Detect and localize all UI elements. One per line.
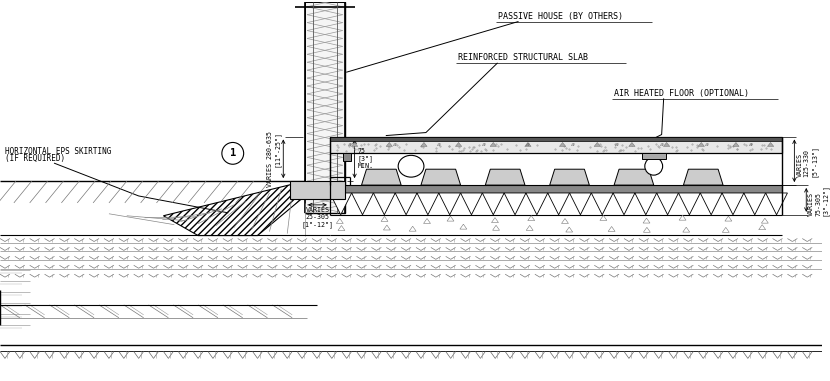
Polygon shape [629,142,635,146]
Polygon shape [164,181,305,235]
Polygon shape [635,193,657,215]
Text: a: a [526,142,530,147]
Polygon shape [362,169,401,185]
Polygon shape [768,142,774,146]
Polygon shape [613,193,635,215]
Bar [330,185,783,193]
Text: 75
[3"]
MIN.: 75 [3"] MIN. [358,149,374,169]
Circle shape [222,142,244,164]
Text: a: a [705,142,708,147]
Polygon shape [460,224,466,229]
Polygon shape [765,193,788,215]
Polygon shape [421,169,461,185]
Polygon shape [725,216,732,221]
Text: REINFORCED STRUCTURAL SLAB: REINFORCED STRUCTURAL SLAB [457,53,588,62]
Polygon shape [643,227,651,232]
Polygon shape [456,142,461,146]
Polygon shape [447,216,454,221]
Polygon shape [351,142,358,146]
Polygon shape [525,142,531,146]
Bar [306,3,344,212]
Text: a: a [481,142,486,147]
Bar [305,2,344,213]
Ellipse shape [398,155,424,177]
Polygon shape [733,142,739,146]
Bar [330,136,783,141]
Polygon shape [526,226,533,231]
Polygon shape [548,193,569,215]
Polygon shape [549,169,589,185]
Polygon shape [491,218,499,223]
Text: VARIES
75-305
[3"-12"]: VARIES 75-305 [3"-12"] [808,184,829,216]
Text: a: a [749,142,753,147]
Polygon shape [409,226,416,231]
Text: AIR HEATED FLOOR (OPTIONAL): AIR HEATED FLOOR (OPTIONAL) [614,89,749,98]
Polygon shape [562,219,569,224]
Polygon shape [526,193,548,215]
Polygon shape [591,193,613,215]
Polygon shape [395,193,417,215]
Polygon shape [486,169,525,185]
Text: HORIZONTAL EPS SKIRTING: HORIZONTAL EPS SKIRTING [5,147,111,156]
Polygon shape [678,193,701,215]
Polygon shape [383,225,390,230]
Polygon shape [761,218,769,223]
Polygon shape [374,193,395,215]
Bar [343,154,350,161]
Polygon shape [698,142,705,146]
Polygon shape [504,193,526,215]
Text: PASSIVE HOUSE (BY OTHERS): PASSIVE HOUSE (BY OTHERS) [498,12,623,21]
Text: a: a [615,142,619,147]
Polygon shape [759,225,765,230]
Polygon shape [657,193,678,215]
Polygon shape [701,193,722,215]
Polygon shape [614,169,654,185]
Polygon shape [722,193,744,215]
Polygon shape [381,216,388,221]
Text: a: a [570,142,574,147]
Bar [642,154,666,159]
Text: VARIES
25-305
[1"-12"]: VARIES 25-305 [1"-12"] [301,207,334,227]
Ellipse shape [645,157,662,175]
Polygon shape [338,226,345,231]
Polygon shape [528,216,535,221]
Polygon shape [569,193,591,215]
Polygon shape [683,227,690,232]
Text: VARIES 280-635
[11"-25"]: VARIES 280-635 [11"-25"] [266,131,281,187]
Polygon shape [559,142,566,146]
Polygon shape [643,218,650,223]
Text: a: a [348,142,352,147]
Polygon shape [461,193,482,215]
Polygon shape [683,169,723,185]
Polygon shape [482,193,504,215]
Text: VARIES
125-330
[5"-13"]: VARIES 125-330 [5"-13"] [796,145,817,177]
Polygon shape [439,193,461,215]
Polygon shape [663,142,670,146]
Polygon shape [386,142,393,146]
Text: a: a [660,142,663,147]
Text: 1: 1 [230,148,236,158]
Polygon shape [600,215,607,220]
Polygon shape [566,227,573,232]
Polygon shape [722,227,730,232]
Polygon shape [352,193,374,215]
Bar [290,181,344,199]
Bar [330,136,783,154]
Polygon shape [594,142,600,146]
Polygon shape [492,225,500,230]
Polygon shape [608,226,615,231]
Polygon shape [330,193,352,215]
Polygon shape [423,218,431,223]
Polygon shape [490,142,496,146]
Polygon shape [421,142,427,146]
Polygon shape [744,193,765,215]
Polygon shape [417,193,439,215]
Text: a: a [437,142,441,147]
Polygon shape [679,215,686,220]
Text: (IF REQUIRED): (IF REQUIRED) [5,154,65,163]
Polygon shape [336,218,344,223]
Text: a: a [393,142,396,147]
